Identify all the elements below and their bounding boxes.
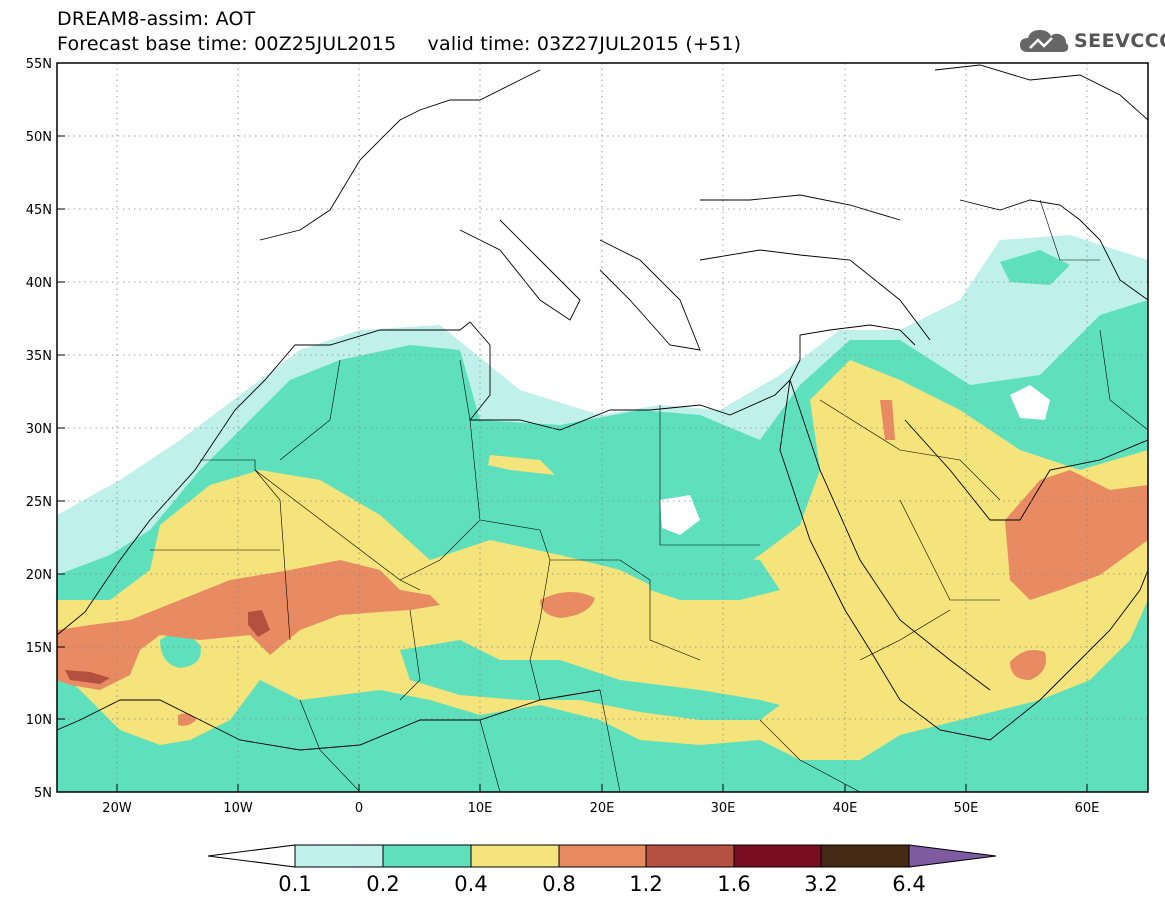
lat-label: 10N — [26, 713, 52, 728]
lat-labels: 55N 50N 45N 40N 35N 30N 25N 20N 15N 10N … — [26, 57, 52, 801]
lon-label: 20E — [590, 801, 615, 816]
colorbar-box — [382, 844, 472, 868]
colorbar-label: 0.4 — [454, 872, 487, 896]
colorbar-high-arrow — [908, 844, 997, 868]
country-borders — [150, 199, 1148, 792]
aot-level-0.4 — [57, 360, 1148, 760]
forecast-time-line: Forecast base time: 00Z25JUL2015 valid t… — [57, 33, 742, 55]
aot-level-below-0.1 — [660, 385, 1050, 535]
colorbar-box — [470, 844, 560, 868]
colorbar-label: 0.8 — [542, 872, 575, 896]
lon-label: 20W — [102, 801, 132, 816]
gridlines — [57, 63, 1148, 792]
lon-label: 10W — [223, 801, 253, 816]
colorbar-box — [733, 844, 822, 868]
lat-label: 15N — [26, 641, 52, 656]
lat-label: 55N — [26, 57, 52, 72]
lat-label: 50N — [26, 130, 52, 145]
axis-ticks — [57, 62, 1088, 793]
colorbar-low-arrow — [207, 844, 296, 868]
chart-title: DREAM8-assim: AOT — [57, 8, 256, 30]
colorbar-box — [294, 844, 384, 868]
colorbar-box — [645, 844, 735, 868]
lon-labels: 20W 10W 0 10E 20E 30E 40E 50E 60E — [102, 801, 1099, 816]
lon-label: 40E — [833, 801, 858, 816]
aot-level-1.2 — [65, 610, 270, 684]
lon-label: 30E — [711, 801, 736, 816]
colorbar-label: 6.4 — [892, 872, 925, 896]
lon-label: 50E — [954, 801, 979, 816]
lon-label: 0 — [355, 801, 363, 816]
lat-label: 45N — [26, 203, 52, 218]
aot-fields — [57, 235, 1148, 792]
colorbar-label: 1.6 — [717, 872, 750, 896]
colorbar-labels: 0.1 0.2 0.4 0.8 1.2 1.6 3.2 6.4 — [278, 872, 925, 896]
colorbar-label: 0.1 — [278, 872, 311, 896]
coastlines — [57, 64, 1148, 751]
colorbar-label: 0.2 — [366, 872, 399, 896]
lat-label: 5N — [34, 786, 52, 801]
seevccc-logo: SEEVCCC — [1018, 24, 1165, 58]
lon-label: 10E — [468, 801, 493, 816]
lat-label: 30N — [26, 422, 52, 437]
lat-label: 35N — [26, 349, 52, 364]
colorbar-box — [820, 844, 910, 868]
colorbar — [207, 844, 997, 868]
colorbar-label: 3.2 — [804, 872, 837, 896]
lat-label: 25N — [26, 495, 52, 510]
colorbar-label: 1.2 — [629, 872, 662, 896]
aot-level-0.2-sahel — [160, 555, 780, 720]
lon-label: 60E — [1075, 801, 1100, 816]
colorbar-box — [558, 844, 647, 868]
lat-label: 20N — [26, 568, 52, 583]
logo-text: SEEVCCC — [1074, 30, 1165, 52]
lat-label: 40N — [26, 276, 52, 291]
cloud-icon — [1020, 30, 1069, 52]
